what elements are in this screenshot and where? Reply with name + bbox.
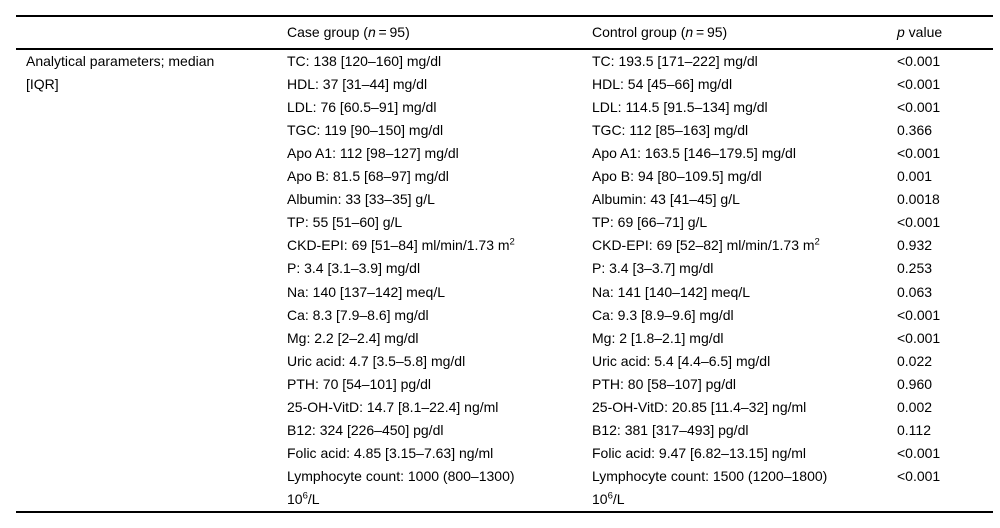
p-cell: <0.001 [897, 52, 941, 69]
p-cell: <0.001 [897, 214, 941, 231]
case-cell: Mg: 2.2 [2–2.4] mg/dl [287, 329, 419, 346]
case-column: TC: 138 [120–160] mg/dl HDL: 37 [31–44] … [287, 50, 592, 512]
control-cell: HDL: 54 [45–66] mg/dl [592, 75, 733, 92]
p-cell: <0.001 [897, 468, 941, 485]
case-cell: Uric acid: 4.7 [3.5–5.8] mg/dl [287, 352, 466, 369]
p-cell: 0.001 [897, 168, 933, 185]
p-cell: <0.001 [897, 329, 941, 346]
case-lymphocyte-line1: Lymphocyte count: 1000 (800–1300) [287, 468, 515, 485]
param-label-line1: Analytical parameters; median [26, 52, 215, 69]
table-header-row: Case group (n = 95) Control group (n = 9… [16, 17, 993, 48]
control-cell: 25-OH-VitD: 20.85 [11.4–32] ng/ml [592, 399, 807, 415]
unit-base: 10 [592, 491, 608, 508]
header-p-italic: p [897, 23, 905, 40]
control-cell: Folic acid: 9.47 [6.82–13.15] ng/ml [592, 445, 807, 462]
case-cell: Folic acid: 4.85 [3.15–7.63] ng/ml [287, 445, 494, 462]
control-cell: PTH: 80 [58–107] pg/dl [592, 375, 736, 392]
control-cell: Apo A1: 163.5 [146–179.5] mg/dl [592, 144, 796, 161]
case-cell: Ca: 8.3 [7.9–8.6] mg/dl [287, 306, 429, 323]
control-cell: Ca: 9.3 [8.9–9.6] mg/dl [592, 306, 734, 323]
parameters-table: Case group (n = 95) Control group (n = 9… [16, 15, 993, 514]
control-cell: Lymphocyte count: 1500 (1200–1800) 106/L [592, 465, 897, 511]
param-label-line2: [IQR] [26, 75, 59, 92]
case-cell: B12: 324 [226–450] pg/dl [287, 422, 444, 439]
control-column: TC: 193.5 [171–222] mg/dl HDL: 54 [45–66… [592, 50, 897, 512]
control-lymphocyte-line2: 106/L [592, 488, 897, 511]
case-ckd-text: CKD-EPI: 69 [51–84] ml/min/1.73 m [287, 237, 510, 254]
header-case-count: = 95) [375, 23, 410, 40]
p-cell: 0.0018 [897, 191, 940, 208]
case-cell: TGC: 119 [90–150] mg/dl [287, 121, 444, 138]
control-cell: Na: 141 [140–142] meq/L [592, 283, 751, 300]
p-cell: <0.001 [897, 144, 941, 161]
case-cell: Apo A1: 112 [98–127] mg/dl [287, 144, 459, 161]
table-bottom-rule [16, 511, 993, 514]
header-case-n: n [367, 23, 376, 40]
case-cell: CKD-EPI: 69 [51–84] ml/min/1.73 m2 [287, 234, 592, 257]
p-cell: 0.960 [897, 375, 933, 392]
header-control-text: Control group ( [592, 23, 686, 40]
p-cell: 0.366 [897, 121, 933, 138]
table-top-rule [16, 15, 993, 17]
control-cell: TGC: 112 [85–163] mg/dl [592, 121, 749, 138]
p-cell: 0.932 [897, 237, 933, 254]
header-control-n: n [685, 23, 694, 40]
case-cell: P: 3.4 [3.1–3.9] mg/dl [287, 260, 421, 277]
control-ckd-text: CKD-EPI: 69 [52–82] ml/min/1.73 m [592, 237, 815, 254]
control-lymphocyte-line1: Lymphocyte count: 1500 (1200–1800) [592, 468, 828, 485]
case-cell: TP: 55 [51–60] g/L [287, 214, 403, 231]
unit-suffix: /L [307, 491, 320, 508]
p-cell: 0.002 [897, 399, 933, 415]
param-label-cell: Analytical parameters; median [IQR] [16, 50, 287, 96]
case-cell: Albumin: 33 [33–35] g/L [287, 191, 435, 208]
control-cell: TP: 69 [66–71] g/L [592, 214, 708, 231]
control-cell: Uric acid: 5.4 [4.4–6.5] mg/dl [592, 352, 771, 369]
case-cell: HDL: 37 [31–44] mg/dl [287, 75, 428, 92]
header-p-text: value [904, 23, 943, 40]
control-cell: TC: 193.5 [171–222] mg/dl [592, 52, 758, 69]
header-case-text: Case group ( [287, 23, 368, 40]
table-body: Analytical parameters; median [IQR] TC: … [16, 50, 993, 512]
case-cell: PTH: 70 [54–101] pg/dl [287, 375, 431, 392]
case-cell: TC: 138 [120–160] mg/dl [287, 52, 442, 69]
superscript: 2 [509, 236, 515, 248]
header-p-value: p value [897, 17, 993, 48]
p-cell: 0.022 [897, 352, 933, 369]
case-cell: 25-OH-VitD: 14.7 [8.1–22.4] ng/ml [287, 399, 499, 415]
case-cell: Apo B: 81.5 [68–97] mg/dl [287, 168, 449, 185]
p-cell: <0.001 [897, 75, 941, 92]
case-lymphocyte-line2: 106/L [287, 488, 592, 511]
control-cell: Albumin: 43 [41–45] g/L [592, 191, 740, 208]
superscript: 6 [607, 490, 613, 502]
unit-suffix: /L [612, 491, 625, 508]
p-cell: 0.253 [897, 260, 933, 277]
header-case-group: Case group (n = 95) [287, 17, 592, 48]
control-cell: P: 3.4 [3–3.7] mg/dl [592, 260, 714, 277]
p-cell: <0.001 [897, 445, 941, 462]
control-cell: B12: 381 [317–493] pg/dl [592, 422, 749, 439]
header-control-group: Control group (n = 95) [592, 17, 897, 48]
control-cell: Apo B: 94 [80–109.5] mg/dl [592, 168, 762, 185]
case-cell: Na: 140 [137–142] meq/L [287, 283, 446, 300]
case-cell: LDL: 76 [60.5–91] mg/dl [287, 98, 437, 115]
p-cell: <0.001 [897, 98, 941, 115]
header-control-count: = 95) [693, 23, 728, 40]
p-value-column: <0.001 <0.001 <0.001 0.366 <0.001 0.001 … [897, 50, 993, 489]
unit-base: 10 [287, 491, 303, 508]
case-cell: Lymphocyte count: 1000 (800–1300) 106/L [287, 465, 592, 511]
p-cell: 0.063 [897, 283, 933, 300]
p-cell: 0.112 [897, 422, 931, 439]
table-header-rule [16, 47, 993, 50]
control-cell: LDL: 114.5 [91.5–134] mg/dl [592, 98, 768, 115]
superscript: 6 [302, 490, 308, 502]
p-cell: <0.001 [897, 306, 941, 323]
control-cell: CKD-EPI: 69 [52–82] ml/min/1.73 m2 [592, 234, 897, 257]
control-cell: Mg: 2 [1.8–2.1] mg/dl [592, 329, 724, 346]
superscript: 2 [814, 236, 820, 248]
